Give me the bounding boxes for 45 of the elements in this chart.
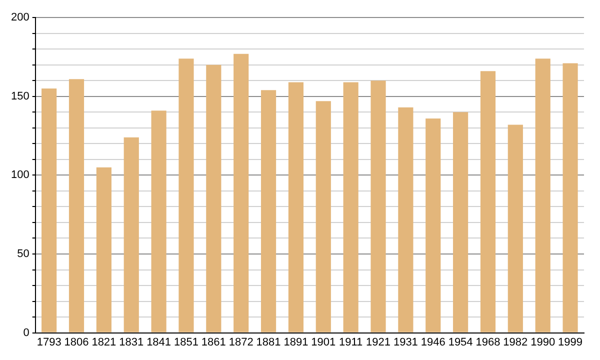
- x-tick-label: 1911: [338, 336, 363, 348]
- y-tick-label: 0: [23, 326, 30, 339]
- x-tick-label: 1946: [420, 336, 446, 348]
- bar: [42, 88, 57, 332]
- bar: [343, 82, 358, 332]
- x-tick-label: 1954: [448, 336, 473, 348]
- bar: [151, 110, 166, 332]
- bar: [178, 58, 194, 332]
- bar: [480, 71, 496, 332]
- y-tick-label: 150: [10, 90, 30, 102]
- x-tick-label: 1821: [92, 336, 116, 348]
- bar: [426, 118, 441, 332]
- bar: [96, 167, 112, 332]
- bar: [562, 63, 578, 332]
- bar: [68, 79, 84, 332]
- x-tick-label: 1968: [476, 336, 500, 348]
- x-tick-label: 1990: [530, 336, 556, 348]
- bar: [288, 82, 304, 332]
- x-tick-label: 1901: [311, 336, 336, 348]
- x-tick-label: 1921: [366, 336, 390, 348]
- x-tick-label: 1861: [201, 336, 226, 348]
- bar: [316, 101, 331, 332]
- bar: [535, 58, 550, 332]
- bar: [234, 54, 249, 332]
- x-tick-label: 1881: [256, 336, 281, 348]
- bar: [124, 137, 139, 332]
- y-tick-label: 50: [17, 248, 30, 260]
- y-tick-label: 200: [10, 12, 30, 24]
- x-tick-label: 1806: [64, 336, 89, 348]
- bar: [508, 124, 523, 332]
- x-tick-label: 1831: [119, 336, 144, 348]
- x-tick-label: 1872: [228, 336, 254, 348]
- x-tick-label: 1841: [146, 336, 172, 348]
- x-tick-label: 1931: [393, 336, 418, 348]
- bar: [398, 107, 414, 332]
- x-tick-label: 1851: [174, 336, 198, 348]
- x-tick-label: 1793: [36, 336, 62, 348]
- bar: [370, 80, 386, 332]
- bar: [453, 112, 468, 332]
- y-tick-label: 100: [10, 169, 30, 182]
- x-tick-label: 1999: [558, 336, 583, 348]
- x-tick-label: 1891: [284, 336, 308, 348]
- x-tick-label: 1982: [503, 336, 528, 348]
- bar: [260, 90, 276, 332]
- bar: [206, 64, 222, 332]
